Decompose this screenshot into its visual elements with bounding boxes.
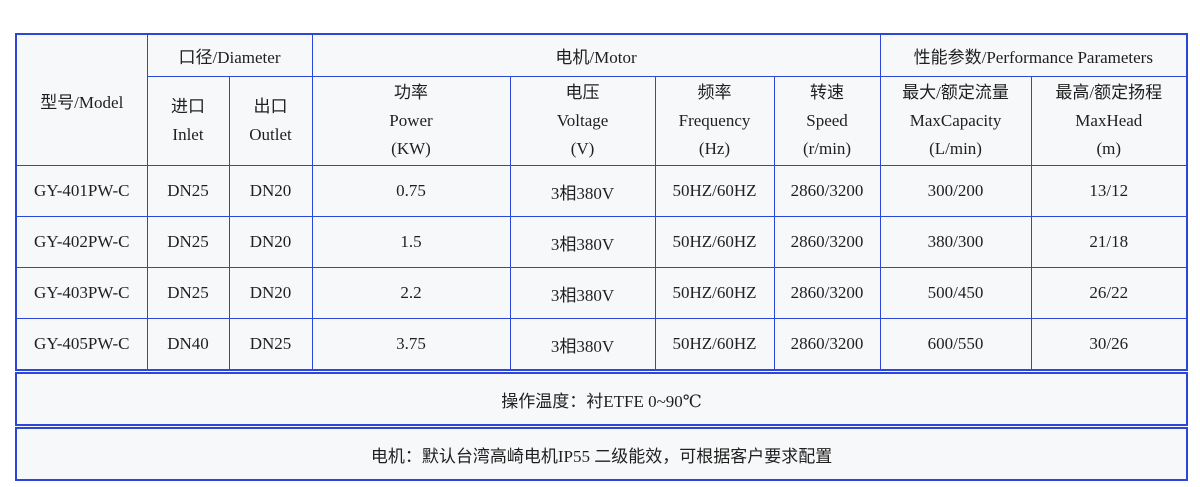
cell-maxhead: 21/18	[1030, 216, 1188, 268]
col-header-model: 型号/Model	[15, 33, 148, 166]
col-header-frequency-en: Frequency	[678, 111, 751, 130]
header-row-groups: 型号/Model 口径/Diameter 电机/Motor 性能参数/Perfo…	[15, 33, 1188, 166]
col-header-inlet-en: Inlet	[172, 125, 204, 144]
col-header-power-en: Power	[389, 111, 433, 130]
col-header-voltage-zh: 电压	[565, 83, 600, 102]
table-row-gy401: GY-401PW-C DN25 DN20 0.75 3相380V 50HZ/60…	[15, 165, 1188, 217]
cell-outlet: DN20	[228, 267, 313, 319]
cell-voltage: 3相380V	[509, 165, 656, 217]
cell-maxcapacity: 600/550	[879, 318, 1032, 372]
col-header-frequency: 频率 Frequency (Hz)	[654, 76, 775, 166]
group-header-motor: 电机/Motor	[311, 33, 881, 77]
cell-inlet: DN25	[146, 165, 230, 217]
group-header-diameter: 口径/Diameter	[146, 33, 313, 77]
col-header-maxhead-unit: (m)	[1096, 139, 1122, 158]
col-header-power-unit: (KW)	[391, 139, 431, 158]
cell-voltage: 3相380V	[509, 216, 656, 268]
col-header-voltage-en: Voltage	[556, 111, 609, 130]
cell-model: GY-403PW-C	[15, 267, 148, 319]
cell-voltage: 3相380V	[509, 318, 656, 372]
cell-model: GY-401PW-C	[15, 165, 148, 217]
cell-model: GY-405PW-C	[15, 318, 148, 372]
cell-speed: 2860/3200	[773, 318, 881, 372]
col-header-maxhead-en: MaxHead	[1075, 111, 1143, 130]
col-header-speed-en: Speed	[806, 111, 848, 130]
col-header-frequency-unit: (Hz)	[698, 139, 731, 158]
col-header-power: 功率 Power (KW)	[311, 76, 511, 166]
cell-maxcapacity: 380/300	[879, 216, 1032, 268]
table-row-gy403: GY-403PW-C DN25 DN20 2.2 3相380V 50HZ/60H…	[15, 267, 1188, 319]
table-row-gy405: GY-405PW-C DN40 DN25 3.75 3相380V 50HZ/60…	[15, 318, 1188, 372]
spec-table-container: 型号/Model 口径/Diameter 电机/Motor 性能参数/Perfo…	[15, 33, 1189, 481]
cell-voltage: 3相380V	[509, 267, 656, 319]
header-row-subcolumns: 进口 Inlet 出口 Outlet 功率 Power (KW) 电压 Volt…	[16, 76, 1188, 166]
cell-maxhead: 26/22	[1030, 267, 1188, 319]
cell-frequency: 50HZ/60HZ	[654, 216, 775, 268]
cell-power: 1.5	[311, 216, 511, 268]
col-header-voltage-unit: (V)	[570, 139, 595, 158]
col-header-outlet: 出口 Outlet	[228, 76, 313, 166]
col-header-maxcapacity-en: MaxCapacity	[909, 111, 1002, 130]
col-header-inlet-zh: 进口	[171, 97, 205, 116]
col-header-speed: 转速 Speed (r/min)	[773, 76, 881, 166]
table-row-gy402: GY-402PW-C DN25 DN20 1.5 3相380V 50HZ/60H…	[15, 216, 1188, 268]
col-header-maxcapacity: 最大/额定流量 MaxCapacity (L/min)	[879, 76, 1032, 166]
col-header-outlet-en: Outlet	[249, 125, 292, 144]
note-motor-config: 电机：默认台湾高崎电机IP55 二级能效，可根据客户要求配置	[15, 424, 1188, 481]
cell-speed: 2860/3200	[773, 267, 881, 319]
cell-frequency: 50HZ/60HZ	[654, 267, 775, 319]
cell-maxhead: 13/12	[1030, 165, 1188, 217]
note-row-operating-temperature: 操作温度：衬ETFE 0~90℃	[15, 369, 1188, 427]
cell-outlet: DN25	[228, 318, 313, 372]
cell-power: 2.2	[311, 267, 511, 319]
note-row-motor-config: 电机：默认台湾高崎电机IP55 二级能效，可根据客户要求配置	[15, 424, 1188, 481]
cell-outlet: DN20	[228, 216, 313, 268]
cell-model: GY-402PW-C	[15, 216, 148, 268]
col-header-maxhead: 最高/额定扬程 MaxHead (m)	[1030, 76, 1188, 166]
col-header-inlet: 进口 Inlet	[146, 76, 230, 166]
cell-maxcapacity: 300/200	[879, 165, 1032, 217]
col-header-maxcapacity-zh: 最大/额定流量	[902, 83, 1009, 102]
note-operating-temperature: 操作温度：衬ETFE 0~90℃	[15, 369, 1188, 427]
cell-frequency: 50HZ/60HZ	[654, 165, 775, 217]
col-header-speed-unit: (r/min)	[802, 139, 852, 158]
cell-maxcapacity: 500/450	[879, 267, 1032, 319]
cell-inlet: DN25	[146, 267, 230, 319]
cell-power: 3.75	[311, 318, 511, 372]
cell-frequency: 50HZ/60HZ	[654, 318, 775, 372]
cell-power: 0.75	[311, 165, 511, 217]
cell-speed: 2860/3200	[773, 216, 881, 268]
col-header-maxcapacity-unit: (L/min)	[929, 139, 982, 158]
col-header-power-zh: 功率	[394, 83, 428, 102]
col-header-frequency-zh: 频率	[697, 83, 732, 102]
group-header-performance: 性能参数/Performance Parameters	[879, 33, 1188, 77]
cell-inlet: DN40	[146, 318, 230, 372]
cell-outlet: DN20	[228, 165, 313, 217]
cell-maxhead: 30/26	[1030, 318, 1188, 372]
col-header-outlet-zh: 出口	[253, 97, 288, 116]
cell-inlet: DN25	[146, 216, 230, 268]
col-header-maxhead-zh: 最高/额定扬程	[1055, 83, 1163, 102]
cell-speed: 2860/3200	[773, 165, 881, 217]
col-header-voltage: 电压 Voltage (V)	[509, 76, 656, 166]
col-header-speed-zh: 转速	[810, 83, 845, 102]
pump-spec-table: 型号/Model 口径/Diameter 电机/Motor 性能参数/Perfo…	[15, 33, 1189, 481]
